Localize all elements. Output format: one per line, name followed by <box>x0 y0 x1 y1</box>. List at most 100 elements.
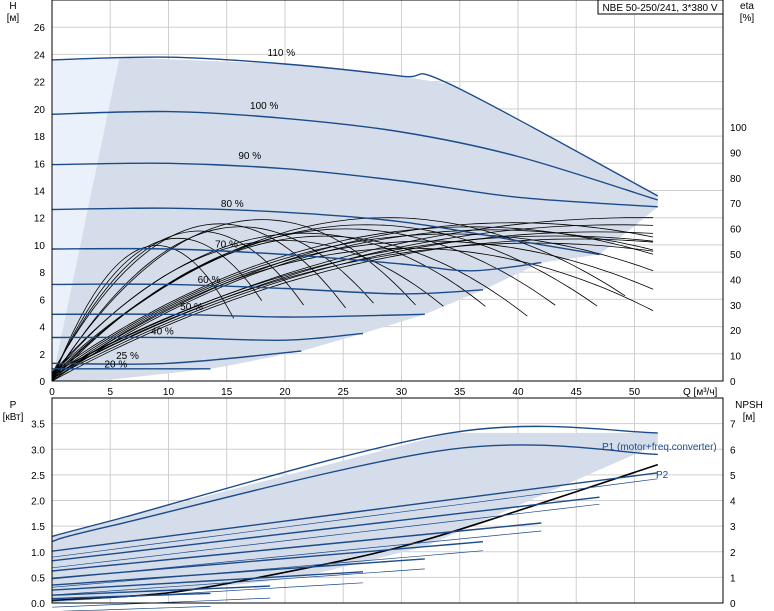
y-tick-label: 18 <box>34 132 46 143</box>
y2-tick-label: 20 <box>730 326 742 337</box>
p-tick-label: 3.0 <box>31 445 45 456</box>
power-plot-frame <box>51 397 724 604</box>
y2-tick-label: 0 <box>730 377 736 388</box>
p2-label: P2 <box>656 470 669 481</box>
y2-tick-label: 50 <box>730 250 742 261</box>
speed-curve-3 <box>51 162 658 208</box>
efficiency-curve <box>51 222 654 379</box>
x-tick-label: 40 <box>512 387 524 398</box>
npsh-tick-label: 2 <box>730 548 736 559</box>
npsh-tick-label: 3 <box>730 522 736 533</box>
speed-curve-7 <box>51 313 425 318</box>
y2-tick-label: 60 <box>730 225 742 236</box>
p1-label: P1 (motor+freq.converter) <box>602 442 717 453</box>
speed-power-curve-p2 <box>51 503 600 569</box>
speed-power-curve-p2 <box>51 550 484 588</box>
y2-tick-label: 100 <box>730 123 747 134</box>
p-tick-label: 1.5 <box>31 522 45 533</box>
p-tick-label: 0.0 <box>31 599 45 610</box>
efficiency-curve <box>51 242 654 377</box>
npsh-tick-label: 1 <box>730 573 736 584</box>
eta-unit: [%] <box>740 13 755 24</box>
h-unit: [м] <box>7 13 20 24</box>
power-ticks: 0.0 0.5 1.0 1.5 2.0 2.5 3.0 3.5 0 1 2 3 4 5 6 7 <box>31 420 736 610</box>
y-tick-label: 0 <box>39 377 45 388</box>
y-tick-label: 10 <box>34 241 46 252</box>
npsh-tick-label: 5 <box>730 471 736 482</box>
speed-power-curve <box>51 592 211 600</box>
speed-curve-4 <box>51 207 600 256</box>
efficiency-curve <box>51 231 654 379</box>
speed-curve-5 <box>51 247 542 272</box>
speed-label: 80 % <box>221 199 244 210</box>
speed-curve-1 <box>51 56 659 197</box>
y-tick-label: 6 <box>39 295 45 306</box>
x-tick-label: 5 <box>107 387 113 398</box>
npsh-tick-label: 7 <box>730 420 736 431</box>
x-tick-label: 20 <box>279 387 291 398</box>
npsh-tick-label: 4 <box>730 497 736 508</box>
p-tick-label: 2.0 <box>31 497 45 508</box>
efficiency-curve <box>51 240 654 379</box>
p-tick-label: 0.5 <box>31 573 45 584</box>
speed-power-curve <box>51 472 658 552</box>
speed-label: 40 % <box>151 327 174 338</box>
efficiency-curve <box>51 232 486 374</box>
x-tick-label: 50 <box>629 387 641 398</box>
speed-curve-2 <box>51 110 659 201</box>
p-unit: [кВт] <box>3 412 24 423</box>
efficiency-curve <box>51 224 598 377</box>
npsh-tick-label: 0 <box>730 599 736 610</box>
h-label: H <box>9 1 16 12</box>
efficiency-curve <box>51 230 304 377</box>
y2-tick-label: 40 <box>730 275 742 286</box>
speed-power-curve-p2 <box>51 568 425 596</box>
y-tick-label: 2 <box>39 350 45 361</box>
speed-power-curve-p2 <box>51 582 364 602</box>
eta-label: eta <box>740 1 754 12</box>
speed-label: 20 % <box>104 359 127 370</box>
speed-power-curve <box>51 522 542 572</box>
p-label: P <box>10 400 17 411</box>
npsh-tick-label: 6 <box>730 445 736 456</box>
chart-title: NBE 50-250/241, 3*380 V <box>602 3 717 14</box>
title-box <box>597 0 724 15</box>
speed-power-curve <box>51 496 600 562</box>
speed-curves: 110 % 100 % 90 % 80 % 70 % 60 % 50 % 40 % 25 %20… <box>51 48 659 370</box>
power-panel: 0.0 0.5 1.0 1.5 2.0 2.5 3.0 3.5 0 1 2 3 4 5 6 7 P [кВт]… <box>3 397 763 611</box>
x-tick-label: 25 <box>338 387 350 398</box>
speed-label: 60 % <box>198 275 221 286</box>
power-curve-p1 <box>51 425 658 538</box>
head-ticks: 0 5 10 15 20 25 30 35 40 45 5002468101214161820222… <box>34 23 747 398</box>
efficiency-curve <box>51 217 626 374</box>
speed-curve-9 <box>51 350 302 365</box>
y-tick-label: 16 <box>34 159 46 170</box>
q-axis-label: Q [м³/ч] <box>683 387 718 398</box>
y-tick-label: 26 <box>34 23 46 34</box>
efficiency-curve <box>51 224 654 377</box>
speed-curve-8 <box>51 332 364 342</box>
speed-power-curve-p2 <box>59 606 211 611</box>
head-panel: 110 %100 %90 %80 %70 %60 %50 %40 %25 %20… <box>7 0 755 398</box>
y2-tick-label: 70 <box>730 199 742 210</box>
x-tick-label: 30 <box>396 387 408 398</box>
p-tick-label: 1.0 <box>31 548 45 559</box>
y-tick-label: 20 <box>34 105 46 116</box>
y2-tick-label: 30 <box>730 301 742 312</box>
y-tick-label: 14 <box>34 187 46 198</box>
y2-tick-label: 10 <box>730 352 742 363</box>
speed-label: 90 % <box>238 151 261 162</box>
power-curve-npsh <box>51 463 659 602</box>
speed-label: 100 % <box>250 101 278 112</box>
efficiency-curve <box>51 247 654 382</box>
power-curve-p2 <box>51 444 658 543</box>
y-tick-label: 4 <box>39 323 45 334</box>
y-tick-label: 12 <box>34 214 46 225</box>
npsh-label: NPSH <box>735 400 763 411</box>
p-tick-label: 2.5 <box>31 471 45 482</box>
speed-power-curve <box>51 541 484 579</box>
npsh-unit: [м] <box>743 412 756 423</box>
efficiency-curve <box>51 217 654 374</box>
speed-power-curve <box>51 558 425 586</box>
